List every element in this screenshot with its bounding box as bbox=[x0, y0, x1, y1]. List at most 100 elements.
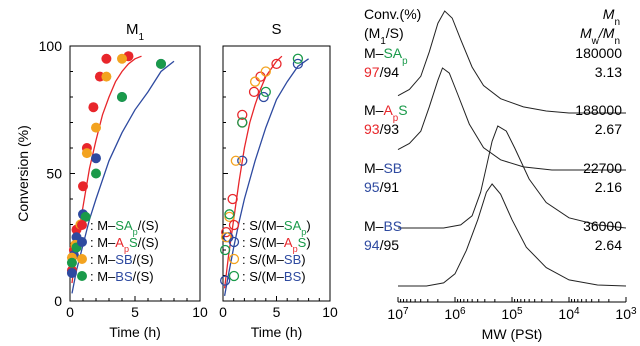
legend-label-part: BS bbox=[115, 269, 133, 284]
y-tick-label: 100 bbox=[39, 38, 63, 54]
header-conv: Conv.(%) bbox=[364, 6, 421, 22]
legend-label: : S/(M–SB) bbox=[242, 252, 306, 267]
trace-conversion-part: 93 bbox=[364, 121, 380, 137]
x-tick-base: 10 bbox=[444, 306, 460, 322]
panel-title-main: M bbox=[126, 21, 139, 38]
legend-label: : M–BS/(S) bbox=[90, 269, 154, 284]
legend-label-part: SA bbox=[284, 218, 302, 233]
legend-label-part: : S/(M– bbox=[242, 218, 285, 233]
fit-curve bbox=[223, 55, 283, 289]
y-tick-label: 50 bbox=[46, 166, 62, 182]
x-tick-label: 0 bbox=[66, 304, 74, 320]
trace-conversion-part: /93 bbox=[380, 121, 400, 137]
x-tick-base: 10 bbox=[387, 306, 403, 322]
trace-mn: 36000 bbox=[583, 218, 622, 234]
legend-label-part: S bbox=[129, 235, 138, 250]
legend-label: : M–SB/(S) bbox=[90, 252, 154, 267]
panel-title: S bbox=[271, 21, 281, 38]
trace-label-part: BS bbox=[383, 218, 402, 234]
x-tick-label: 5 bbox=[131, 304, 139, 320]
panel-title-main: S bbox=[271, 21, 281, 38]
x-tick-label: 106 bbox=[444, 306, 466, 323]
legend-label-part: ) bbox=[301, 269, 305, 284]
trace-conversion: 95/91 bbox=[364, 179, 399, 195]
x-axis-label: Time (h) bbox=[109, 324, 161, 340]
data-point bbox=[258, 91, 269, 103]
legend-marker bbox=[77, 237, 87, 247]
header-pdi-part: /M bbox=[598, 25, 615, 41]
data-point bbox=[66, 257, 77, 268]
trace-label-part: M– bbox=[364, 218, 384, 234]
legend-label-part: p bbox=[293, 244, 298, 254]
header-mn-sub: n bbox=[614, 17, 620, 28]
x-tick-exp: 3 bbox=[631, 306, 637, 317]
legend-label: : M–SAp/(S) bbox=[90, 218, 159, 237]
trace-conversion-part: /94 bbox=[380, 64, 400, 80]
trace-label-part: S bbox=[398, 102, 407, 118]
header-ratio-part: 1 bbox=[380, 36, 385, 47]
data-point bbox=[255, 71, 266, 82]
data-point bbox=[66, 267, 77, 278]
legend-marker bbox=[228, 236, 240, 248]
legend-label-part: SB bbox=[284, 252, 301, 267]
trace-pdi: 2.67 bbox=[595, 121, 622, 137]
legend-label-part: : S/(M– bbox=[242, 252, 285, 267]
header-pdi-part: n bbox=[614, 36, 620, 47]
trace-conversion-part: 95 bbox=[364, 179, 380, 195]
legend-marker bbox=[77, 220, 87, 230]
header-pdi: Mw/Mn bbox=[580, 25, 620, 47]
legend-label-part: /(S) bbox=[133, 252, 154, 267]
trace-conversion: 94/95 bbox=[364, 237, 399, 253]
x-tick-exp: 7 bbox=[403, 306, 409, 317]
data-point bbox=[237, 155, 248, 166]
trace-label-part: SA bbox=[383, 45, 402, 61]
x-tick-label: 107 bbox=[387, 306, 409, 323]
x-tick-base: 10 bbox=[615, 306, 631, 322]
trace-label-part: M– bbox=[364, 45, 384, 61]
legend-label-part: : M– bbox=[90, 252, 116, 267]
legend-label-part: : S/(M– bbox=[242, 235, 285, 250]
trace-label: M–SAp bbox=[364, 45, 408, 67]
trace-label-part: M– bbox=[364, 160, 384, 176]
x-tick-label: 104 bbox=[558, 306, 580, 323]
legend-marker bbox=[77, 271, 87, 281]
data-point bbox=[221, 226, 232, 238]
data-point bbox=[271, 58, 282, 69]
data-point bbox=[78, 181, 88, 192]
trace-pdi: 3.13 bbox=[595, 64, 622, 80]
gpc-trace bbox=[397, 67, 626, 171]
legend-label-part: ) bbox=[306, 235, 310, 250]
x-tick-label: 0 bbox=[219, 304, 227, 320]
x-axis-label: Time (h) bbox=[251, 324, 303, 340]
data-point bbox=[224, 209, 235, 220]
trace-pdi: 2.16 bbox=[595, 179, 622, 195]
data-point bbox=[91, 122, 101, 133]
x-tick-label: 103 bbox=[615, 306, 637, 323]
legend-label: : S/(M–SAp) bbox=[242, 218, 311, 237]
x-tick-label: 10 bbox=[192, 304, 208, 320]
trace-conversion-part: /95 bbox=[380, 237, 400, 253]
x-tick-base: 10 bbox=[501, 306, 517, 322]
trace-conversion-part: /91 bbox=[380, 179, 400, 195]
header-mn: Mn bbox=[603, 6, 620, 28]
gpc-trace bbox=[398, 125, 627, 229]
trace-label: M–BS bbox=[364, 218, 402, 234]
data-point bbox=[219, 244, 231, 256]
legend-label: : S/(M–ApS) bbox=[242, 235, 311, 254]
header-pdi-part: M bbox=[580, 25, 592, 41]
fit-curve bbox=[71, 60, 175, 294]
legend-label-part: ) bbox=[306, 218, 310, 233]
legend-label-part: : M– bbox=[90, 218, 116, 233]
legend-label-part: p bbox=[133, 227, 138, 237]
legend-label-part: /(S) bbox=[138, 218, 159, 233]
legend-label-part: : S/(M– bbox=[242, 269, 285, 284]
data-point bbox=[260, 86, 271, 98]
trace-conversion: 97/94 bbox=[364, 64, 399, 80]
data-point bbox=[249, 76, 261, 87]
x-tick-exp: 4 bbox=[574, 306, 580, 317]
data-point bbox=[81, 148, 92, 159]
header-ratio: (M1/S) bbox=[364, 25, 404, 47]
